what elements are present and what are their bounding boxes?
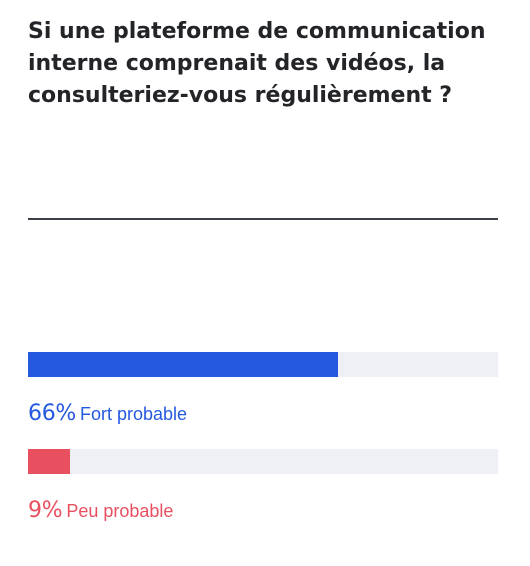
bar-label: 66% Fort probable [28,398,498,430]
bar-row-peu-probable: 9% Peu probable [28,449,498,527]
value-label-fort-probable: 66% [28,401,76,426]
bar-track [28,352,498,377]
bar-peu-probable [28,449,70,474]
value-label-peu-probable: 9% [28,498,63,523]
category-label-fort-probable: Fort probable [80,404,188,424]
bar-chart: 66% Fort probable 9% Peu probable [28,352,498,527]
bar-label: 9% Peu probable [28,495,498,527]
title-divider [28,218,498,220]
question-title: Si une plateforme de communication inter… [28,19,486,108]
bar-track [28,449,498,474]
bar-fort-probable [28,352,338,377]
bar-row-fort-probable: 66% Fort probable [28,352,498,430]
category-label-peu-probable: Peu probable [66,501,174,521]
